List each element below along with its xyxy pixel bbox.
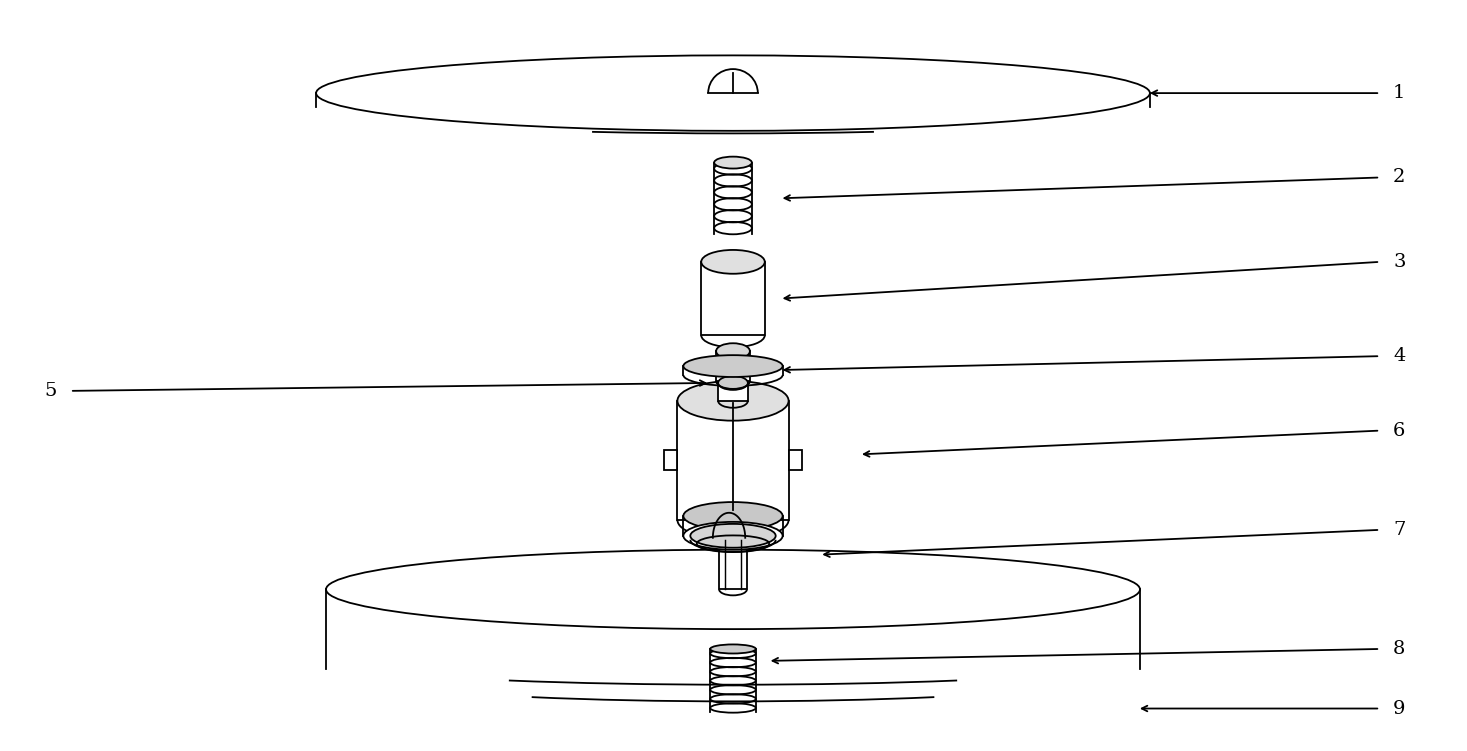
Ellipse shape: [684, 522, 782, 550]
Bar: [678, 401, 789, 520]
Bar: [719, 383, 748, 401]
Bar: [663, 451, 678, 470]
Text: 6: 6: [1394, 421, 1405, 439]
Ellipse shape: [701, 250, 764, 274]
Ellipse shape: [710, 644, 756, 653]
Ellipse shape: [714, 157, 753, 168]
Bar: [691, 535, 776, 540]
Ellipse shape: [678, 381, 789, 421]
Text: 5: 5: [44, 382, 57, 400]
Ellipse shape: [684, 355, 782, 377]
Ellipse shape: [691, 524, 776, 547]
Text: 3: 3: [1394, 253, 1405, 271]
Ellipse shape: [684, 502, 782, 530]
Ellipse shape: [326, 550, 1140, 629]
Ellipse shape: [716, 343, 750, 359]
Ellipse shape: [315, 56, 1150, 131]
Text: 1: 1: [1394, 84, 1405, 102]
Text: 4: 4: [1394, 347, 1405, 365]
Text: 2: 2: [1394, 168, 1405, 186]
Text: 9: 9: [1394, 699, 1405, 717]
Text: 7: 7: [1394, 521, 1405, 539]
Text: 8: 8: [1394, 640, 1405, 658]
Ellipse shape: [719, 376, 748, 390]
Bar: [719, 540, 747, 590]
Bar: [789, 451, 802, 470]
Bar: [716, 351, 750, 381]
Bar: [701, 262, 764, 335]
